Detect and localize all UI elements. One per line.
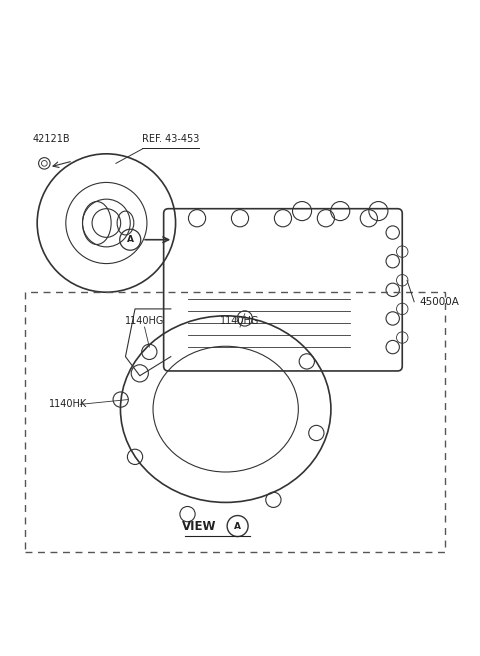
Text: 45000A: 45000A <box>419 297 459 307</box>
Text: A: A <box>234 522 241 531</box>
Text: A: A <box>127 236 134 244</box>
Text: 42121B: 42121B <box>33 134 70 144</box>
Bar <box>25 292 445 552</box>
Text: 1140HG: 1140HG <box>220 316 260 325</box>
Text: 1140HK: 1140HK <box>49 400 87 409</box>
Text: 1140HG: 1140HG <box>125 316 164 325</box>
Text: VIEW: VIEW <box>181 520 216 533</box>
Text: REF. 43-453: REF. 43-453 <box>142 134 200 144</box>
